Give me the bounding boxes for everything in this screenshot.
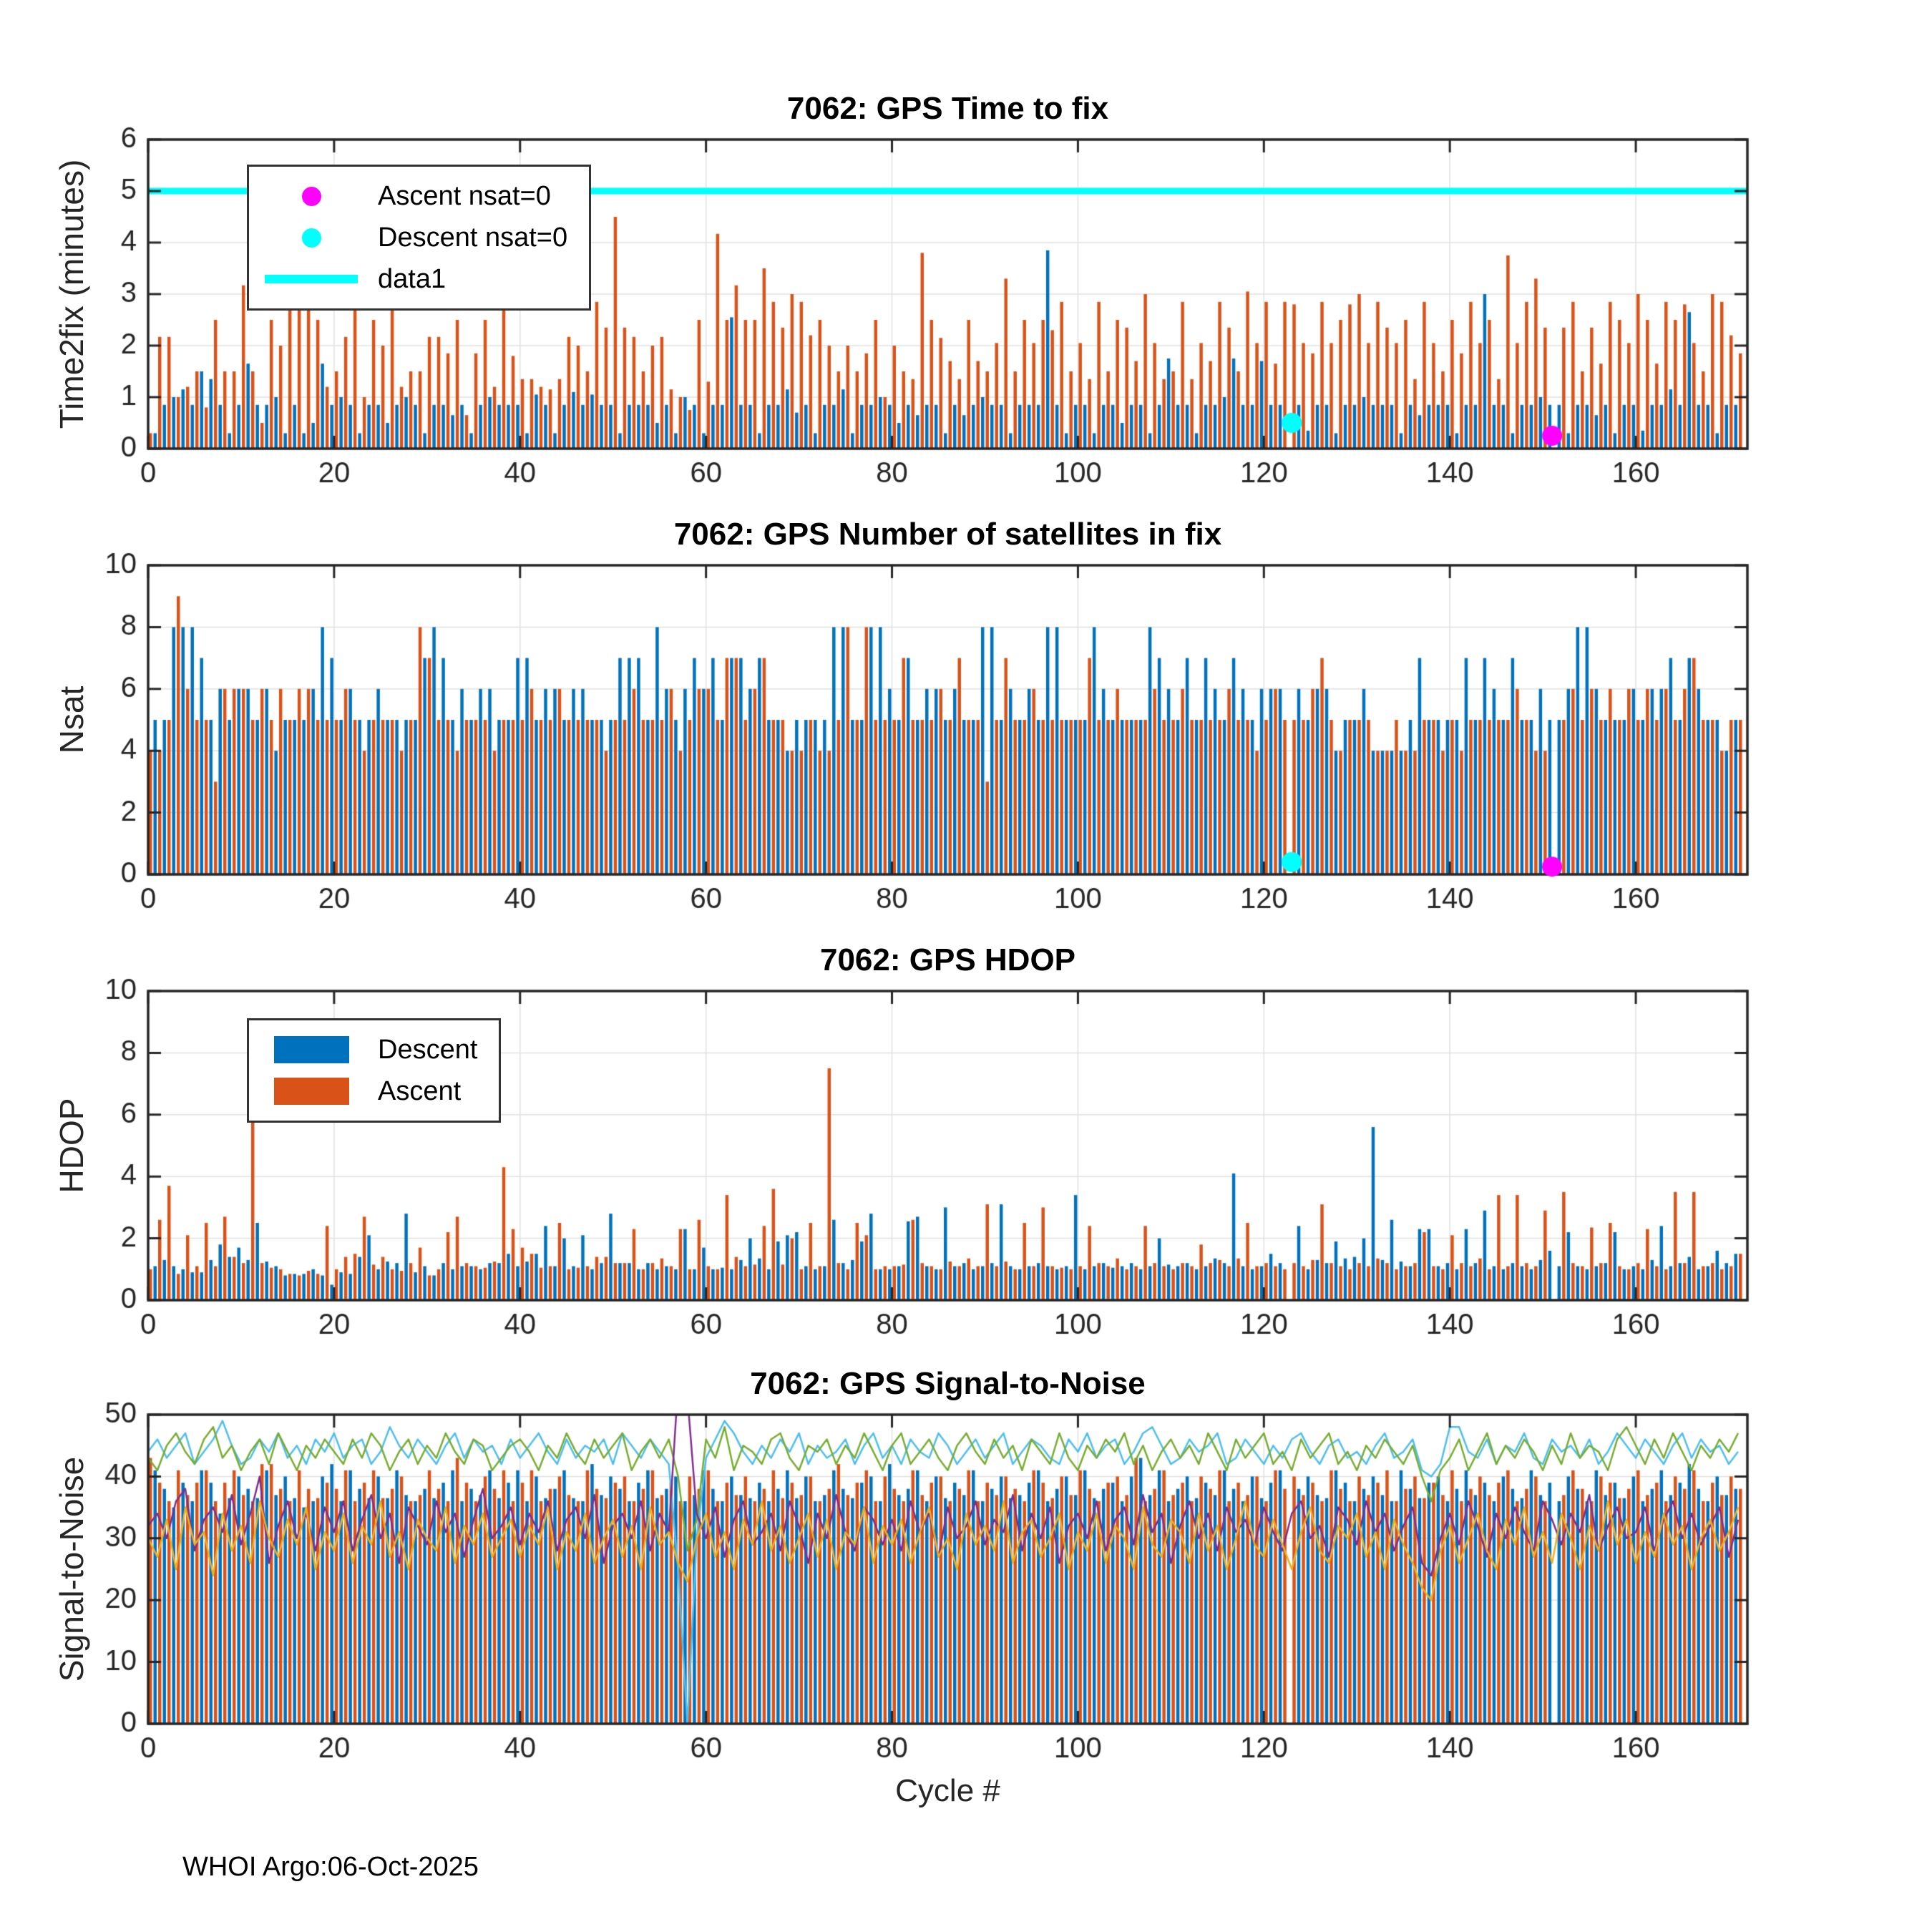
cyan-line-icon [265,275,358,283]
chart3-legend: Descent Ascent [247,1018,502,1123]
legend-label: Descent [378,1034,478,1065]
legend-item-ascent-nsat0: Ascent nsat=0 [258,175,567,217]
chart4-ylabel: Signal-to-Noise [53,1456,90,1682]
legend-item-data1: data1 [258,258,567,300]
footer-text: WHOI Argo:06-Oct-2025 [182,1852,479,1882]
cyan-dot-icon [301,228,321,248]
legend-label: data1 [378,263,447,294]
chart2-ylabel: Nsat [53,686,90,754]
magenta-dot-icon [301,186,321,206]
legend-item-descent-nsat0: Descent nsat=0 [258,217,567,258]
legend-label: Ascent nsat=0 [378,180,551,211]
legend-item-descent: Descent [258,1029,477,1070]
chart3-ylabel: HDOP [53,1098,90,1194]
blue-patch-icon [273,1036,349,1063]
orange-patch-icon [273,1078,349,1105]
chart4-title: 7062: GPS Signal-to-Noise [750,1366,1146,1401]
chart1-title: 7062: GPS Time to fix [786,91,1109,126]
chart1-legend: Ascent nsat=0 Descent nsat=0 data1 [247,165,592,311]
legend-item-ascent: Ascent [258,1070,477,1112]
chart2-title: 7062: GPS Number of satellites in fix [673,517,1222,552]
chart1-ylabel: Time2fix (minutes) [53,159,90,429]
legend-label: Ascent [378,1075,462,1106]
chart3-title: 7062: GPS HDOP [819,942,1076,977]
x-axis-label: Cycle # [895,1773,1000,1808]
legend-label: Descent nsat=0 [378,222,568,253]
